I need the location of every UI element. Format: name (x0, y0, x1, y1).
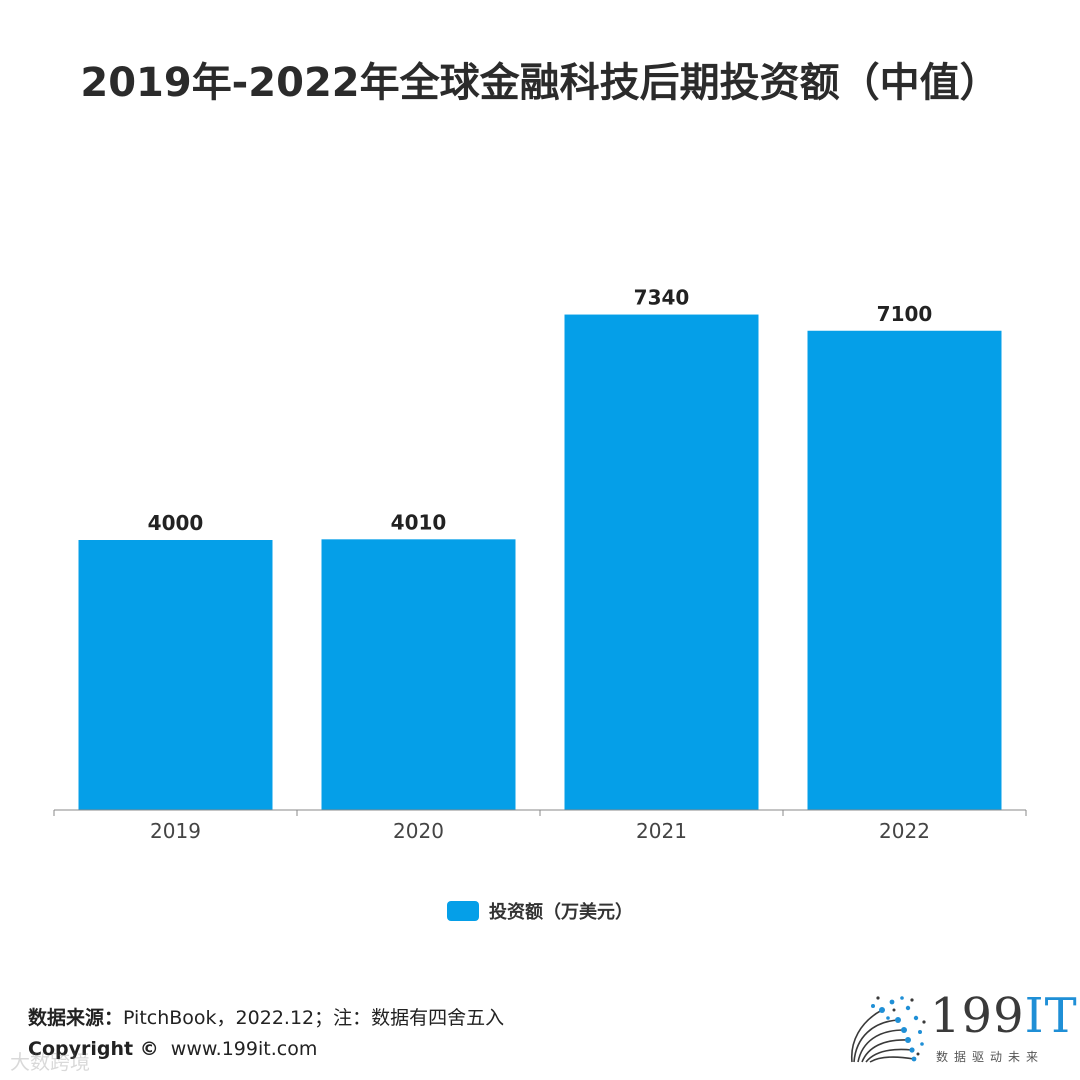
bars-group (78, 314, 1002, 810)
bar-2022 (807, 330, 1002, 810)
legend-label: 投资额（万美元） (489, 902, 633, 923)
tick-label-2021: 2021 (636, 819, 687, 843)
logo-199it: 199IT 数据驱动未来 (848, 988, 1077, 1067)
source-text: PitchBook，2022.12；注：数据有四舍五入 (123, 1007, 505, 1029)
x-axis-tick-labels: 2019 2020 2021 2022 (150, 819, 930, 843)
tick-label-2019: 2019 (150, 819, 201, 843)
bar-2021 (564, 314, 759, 810)
logo-number: 199 (930, 988, 1025, 1044)
copyright-site: www.199it.com (170, 1038, 318, 1060)
x-axis-ticks (53, 810, 1027, 816)
tick-label-2022: 2022 (879, 819, 930, 843)
source-label: 数据来源： (28, 1007, 124, 1029)
copyright-label: Copyright © (28, 1038, 159, 1060)
value-label-2019: 4000 (148, 511, 204, 535)
bar-2020 (321, 539, 516, 810)
legend-swatch (447, 901, 479, 921)
bar-2019 (78, 540, 273, 810)
logo-tagline: 数据驱动未来 (936, 1050, 1045, 1064)
value-label-2021: 7340 (634, 286, 690, 310)
chart-title: 2019年-2022年全球金融科技后期投资额（中值） (80, 60, 1000, 106)
logo-wordmark: 199IT (930, 988, 1078, 1044)
tick-label-2020: 2020 (393, 819, 444, 843)
watermark-text: 大数跨境 (10, 1050, 90, 1074)
legend: 投资额（万美元） (0, 898, 1080, 924)
value-label-2020: 4010 (391, 510, 447, 534)
logo-it: IT (1024, 988, 1078, 1044)
data-source: 数据来源：PitchBook，2022.12；注：数据有四舍五入 (28, 1003, 504, 1030)
bar-chart: 4000 4010 7340 7100 2019 2020 2021 2022 (53, 286, 1027, 843)
value-label-2022: 7100 (877, 302, 933, 326)
logo-dots-icon (850, 996, 926, 1063)
value-labels-group: 4000 4010 7340 7100 (148, 286, 933, 535)
copyright: Copyright © www.199it.com (28, 1038, 317, 1060)
